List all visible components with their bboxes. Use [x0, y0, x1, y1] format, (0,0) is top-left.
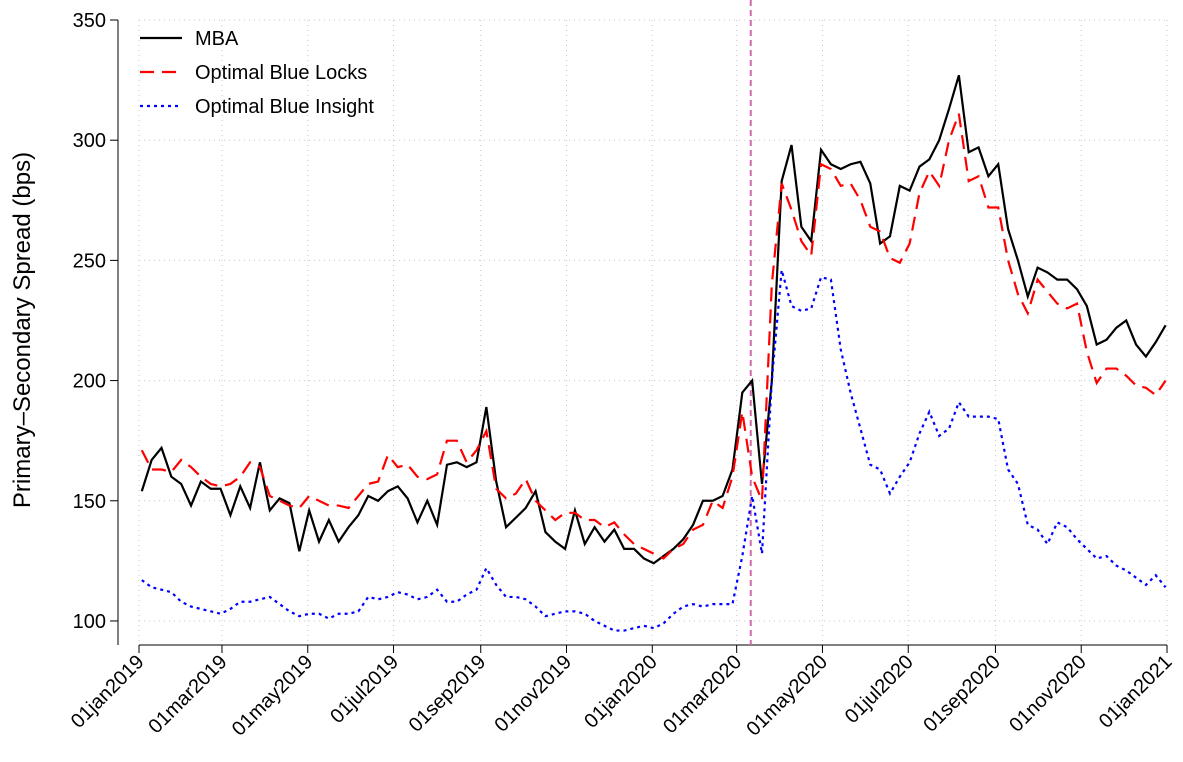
x-tick-label: 01jan2020: [580, 651, 662, 733]
x-tick-label: 01mar2019: [144, 651, 231, 738]
legend-label: MBA: [195, 28, 239, 50]
x-tick-label: 01mar2020: [659, 651, 746, 738]
y-tick-label: 150: [73, 491, 106, 513]
y-axis-title: Primary–Secondary Spread (bps): [9, 152, 36, 508]
x-tick-label: 01jul2020: [841, 651, 918, 728]
x-tick-label: 01jan2021: [1095, 651, 1177, 733]
y-tick-label: 300: [73, 130, 106, 152]
y-tick-label: 250: [73, 250, 106, 272]
series-line: [140, 113, 1167, 560]
x-tick-label: 01may2019: [228, 651, 317, 740]
y-tick-label: 200: [73, 371, 106, 393]
x-tick-label: 01jul2019: [326, 651, 403, 728]
x-tick-label: 01sep2020: [919, 651, 1005, 737]
y-tick-label: 350: [73, 10, 106, 32]
x-tick-label: 01nov2020: [1005, 651, 1091, 737]
x-tick-label: 01sep2019: [405, 651, 491, 737]
y-tick-label: 100: [73, 611, 106, 633]
legend-label: Optimal Blue Locks: [195, 62, 367, 84]
x-tick-label: 01may2020: [743, 651, 832, 740]
x-tick-label: 01nov2019: [490, 651, 576, 737]
x-tick-label: 01jan2019: [67, 651, 149, 733]
series-line: [141, 269, 1167, 632]
legend-label: Optimal Blue Insight: [195, 96, 374, 118]
series-line: [140, 74, 1167, 565]
